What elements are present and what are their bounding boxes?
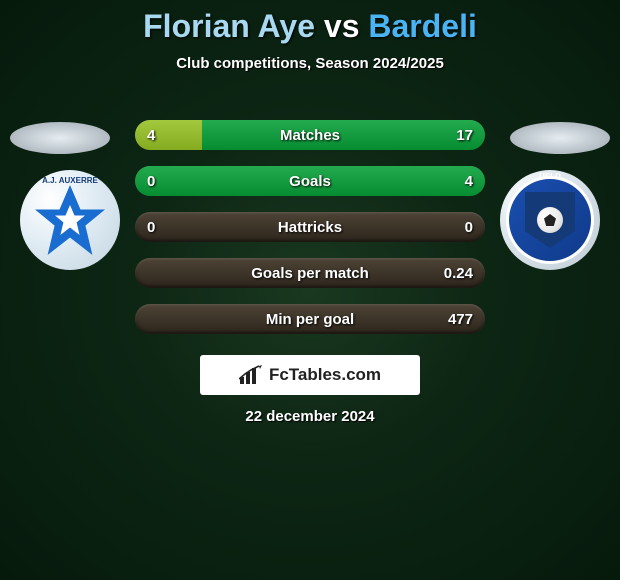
stat-bar: Min per goal 477 xyxy=(135,304,485,334)
stat-value-right: 0 xyxy=(423,212,473,242)
stat-value-left: 0 xyxy=(147,212,197,242)
stat-value-right: 17 xyxy=(423,120,473,150)
stat-bars: Matches 4 17 Goals 0 4 Hattricks 0 0 Goals per ma… xyxy=(135,120,485,350)
brand-name: FcTables.com xyxy=(269,365,381,385)
stat-label: Goals xyxy=(289,173,331,190)
footer-date: 22 december 2024 xyxy=(0,408,620,425)
stat-bar: Hattricks 0 0 xyxy=(135,212,485,242)
stat-value-right: 0.24 xyxy=(423,258,473,288)
stat-label: Matches xyxy=(280,127,340,144)
soccer-ball-icon xyxy=(537,207,563,233)
club-badge-left: A.J. AUXERRE xyxy=(20,170,120,270)
stat-value-left: 0 xyxy=(147,166,197,196)
club-badge-left-label: A.J. AUXERRE xyxy=(20,176,120,185)
stat-bar: Goals 0 4 xyxy=(135,166,485,196)
subtitle: Club competitions, Season 2024/2025 xyxy=(0,55,620,72)
stat-label: Min per goal xyxy=(266,311,354,328)
brand-chip: FcTables.com xyxy=(200,355,420,395)
stat-bar: Goals per match 0.24 xyxy=(135,258,485,288)
stat-value-left xyxy=(147,304,197,334)
title-vs: vs xyxy=(324,8,360,44)
bar-chart-icon xyxy=(239,365,263,385)
stat-value-right: 4 xyxy=(423,166,473,196)
stat-label: Goals per match xyxy=(251,265,369,282)
stat-value-left: 4 xyxy=(147,120,197,150)
club-badge-right: USLD xyxy=(500,170,600,270)
club-badge-right-label: USLD xyxy=(500,172,600,181)
player1-marker xyxy=(10,122,110,154)
stat-label: Hattricks xyxy=(278,219,342,236)
comparison-infographic: Florian Aye vs Bardeli Club competitions… xyxy=(0,0,620,580)
stat-value-right: 477 xyxy=(423,304,473,334)
stat-value-left xyxy=(147,258,197,288)
page-title: Florian Aye vs Bardeli xyxy=(0,0,620,45)
shield-icon xyxy=(525,192,575,248)
player2-marker xyxy=(510,122,610,154)
player2-name: Bardeli xyxy=(368,8,476,44)
player1-name: Florian Aye xyxy=(143,8,315,44)
stat-bar: Matches 4 17 xyxy=(135,120,485,150)
